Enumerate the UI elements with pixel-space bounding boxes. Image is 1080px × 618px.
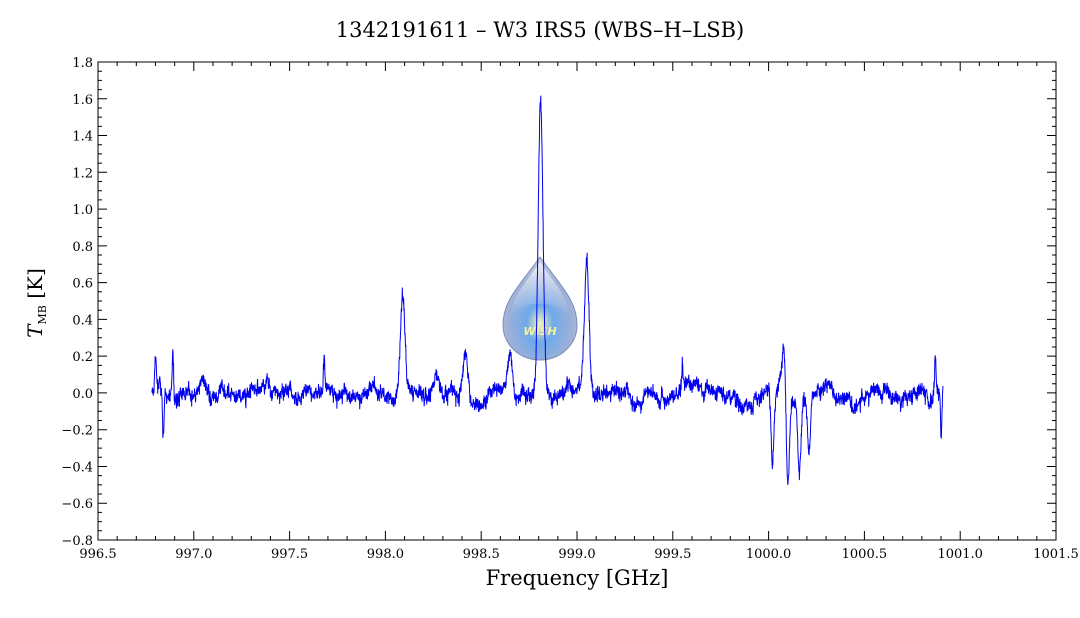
- x-tick-label: 997.5: [271, 547, 308, 562]
- tick-marks: [97, 61, 1057, 541]
- x-tick-label: 1000.5: [842, 547, 888, 562]
- logo-text: WISH: [523, 325, 556, 338]
- y-axis-subscript: MB: [36, 305, 49, 325]
- y-tick-label: −0.8: [61, 534, 93, 549]
- series-line: [151, 95, 944, 485]
- x-tick-label: 998.5: [463, 547, 500, 562]
- y-tick-label: 0.4: [72, 313, 93, 328]
- y-tick-labels: −0.8 −0.6 −0.4 −0.2 0.0 0.2 0.4 0.6 0.8 1.0 1.2 1.4…: [61, 56, 93, 549]
- wish-logo: WISH: [502, 256, 578, 361]
- chart-title: 1342191611 – W3 IRS5 (WBS–H–LSB): [335, 18, 745, 42]
- x-tick-label: 999.5: [654, 547, 691, 562]
- x-tick-label: 998.0: [367, 547, 404, 562]
- x-tick-label: 999.0: [558, 547, 595, 562]
- x-tick-label: 1000.0: [746, 547, 792, 562]
- y-tick-label: 1.8: [72, 56, 93, 71]
- x-tick-labels: 996.5 997.0 997.5 998.0 998.5 999.0 999.5 1000.…: [79, 547, 1078, 562]
- x-tick-label: 1001.5: [1033, 547, 1079, 562]
- axis-ticks: [97, 61, 1057, 541]
- y-tick-label: 0.0: [72, 387, 93, 402]
- y-tick-label: 0.6: [72, 277, 93, 292]
- y-tick-label: −0.4: [61, 460, 93, 475]
- y-tick-label: 1.0: [72, 203, 93, 218]
- y-axis-unit: [K]: [23, 268, 47, 299]
- x-tick-label: 997.0: [175, 547, 212, 562]
- y-tick-label: −0.2: [61, 424, 93, 439]
- y-axis-label: TMB [K]: [23, 213, 49, 393]
- y-tick-label: 0.8: [72, 240, 93, 255]
- y-axis-symbol: T: [23, 324, 47, 338]
- x-tick-label: 996.5: [79, 547, 116, 562]
- x-tick-label: 1001.0: [937, 547, 983, 562]
- y-tick-label: 1.4: [72, 130, 93, 145]
- plot-frame: [97, 61, 1057, 541]
- y-tick-label: −0.6: [61, 497, 93, 512]
- y-tick-label: 1.2: [72, 166, 93, 181]
- y-tick-label: 1.6: [72, 93, 93, 108]
- x-axis-label: Frequency [GHz]: [485, 566, 669, 590]
- y-tick-label: 0.2: [72, 350, 93, 365]
